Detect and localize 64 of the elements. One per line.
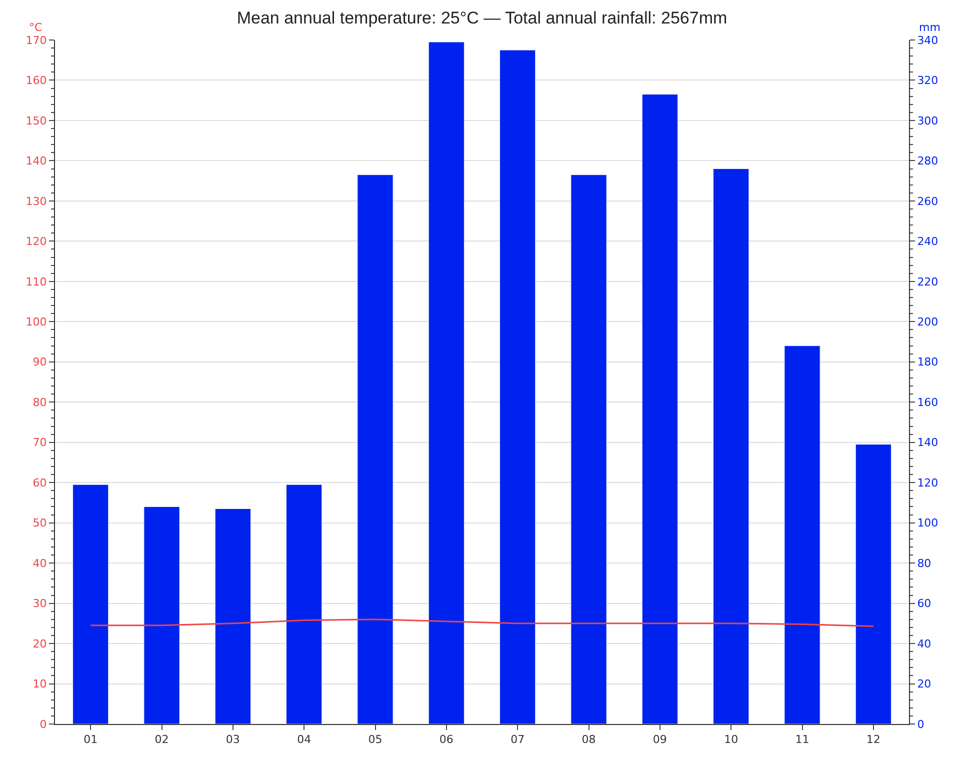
bar: [784, 346, 820, 724]
bar: [357, 174, 394, 724]
y-tick-label: 140: [26, 154, 47, 168]
y2-tick-label: 140: [917, 436, 938, 450]
y2-tick-label: 0: [917, 718, 924, 731]
y-tick-label: 120: [26, 235, 47, 248]
y2-tick-label: 80: [917, 556, 932, 570]
y-tick-label: 10: [32, 678, 47, 691]
bar: [570, 174, 607, 724]
bar: [642, 94, 678, 724]
y2-tick-label: 180: [917, 356, 938, 369]
x-tick-label: 01: [84, 733, 98, 746]
y2-tick-label: 120: [917, 476, 938, 490]
bar: [713, 168, 750, 724]
chart-title: Mean annual temperature: 25°C — Total annual rainfall: 2567mm: [236, 8, 728, 28]
y-tick-label: 150: [26, 114, 47, 128]
x-tick-label: 12: [866, 733, 880, 746]
line-series: [90, 618, 874, 627]
y-tick-label: 50: [32, 516, 47, 530]
x-tick-label: 11: [795, 733, 810, 746]
y2-tick-label: 260: [917, 194, 938, 208]
y-tick-label: 110: [26, 275, 47, 288]
y-tick-label: 130: [26, 194, 47, 208]
y2-tick-label: 280: [917, 154, 938, 168]
y-tick-label: 90: [32, 356, 47, 369]
y-tick-label: 160: [26, 74, 47, 88]
x-tick-label: 03: [226, 733, 240, 746]
y-tick-label: 20: [32, 637, 47, 650]
y2-tick-label: 60: [917, 597, 932, 610]
y2-tick-label: 40: [917, 637, 932, 650]
x-tick-label: 02: [154, 733, 169, 746]
y2-axis-title: mm: [919, 21, 940, 34]
y2-tick-label: 240: [917, 235, 938, 248]
y-tick-label: 40: [32, 556, 47, 570]
x-tick-label: 10: [724, 733, 738, 746]
y-tick-label: 60: [32, 476, 47, 490]
bar: [214, 508, 251, 724]
y-tick-label: 80: [32, 396, 47, 409]
bar: [855, 444, 892, 724]
y-tick-label: 70: [32, 436, 47, 450]
y2-tick-label: 300: [917, 114, 938, 128]
y-tick-label: 170: [26, 34, 47, 47]
y2-tick-label: 200: [917, 316, 938, 328]
bar: [144, 506, 180, 724]
bar: [72, 484, 109, 724]
bar: [286, 484, 322, 724]
y-axis-title: °C: [29, 21, 42, 34]
x-tick-label: 07: [510, 733, 525, 746]
y-tick-label: 100: [26, 316, 47, 328]
x-tick-label: 08: [582, 733, 596, 746]
bar: [500, 50, 536, 724]
y2-tick-label: 100: [917, 516, 938, 530]
y2-tick-label: 160: [917, 396, 938, 409]
x-tick-label: 09: [652, 733, 667, 746]
x-tick-label: 04: [297, 733, 312, 746]
y2-tick-label: 340: [917, 34, 938, 47]
x-tick-label: 05: [368, 733, 382, 746]
y-tick-label: 0: [40, 718, 47, 731]
y2-tick-label: 20: [917, 678, 932, 691]
y2-tick-label: 220: [917, 275, 938, 288]
bar: [428, 42, 464, 724]
y2-tick-label: 320: [917, 74, 938, 88]
x-tick-label: 06: [439, 733, 454, 746]
y-tick-label: 30: [32, 597, 47, 610]
